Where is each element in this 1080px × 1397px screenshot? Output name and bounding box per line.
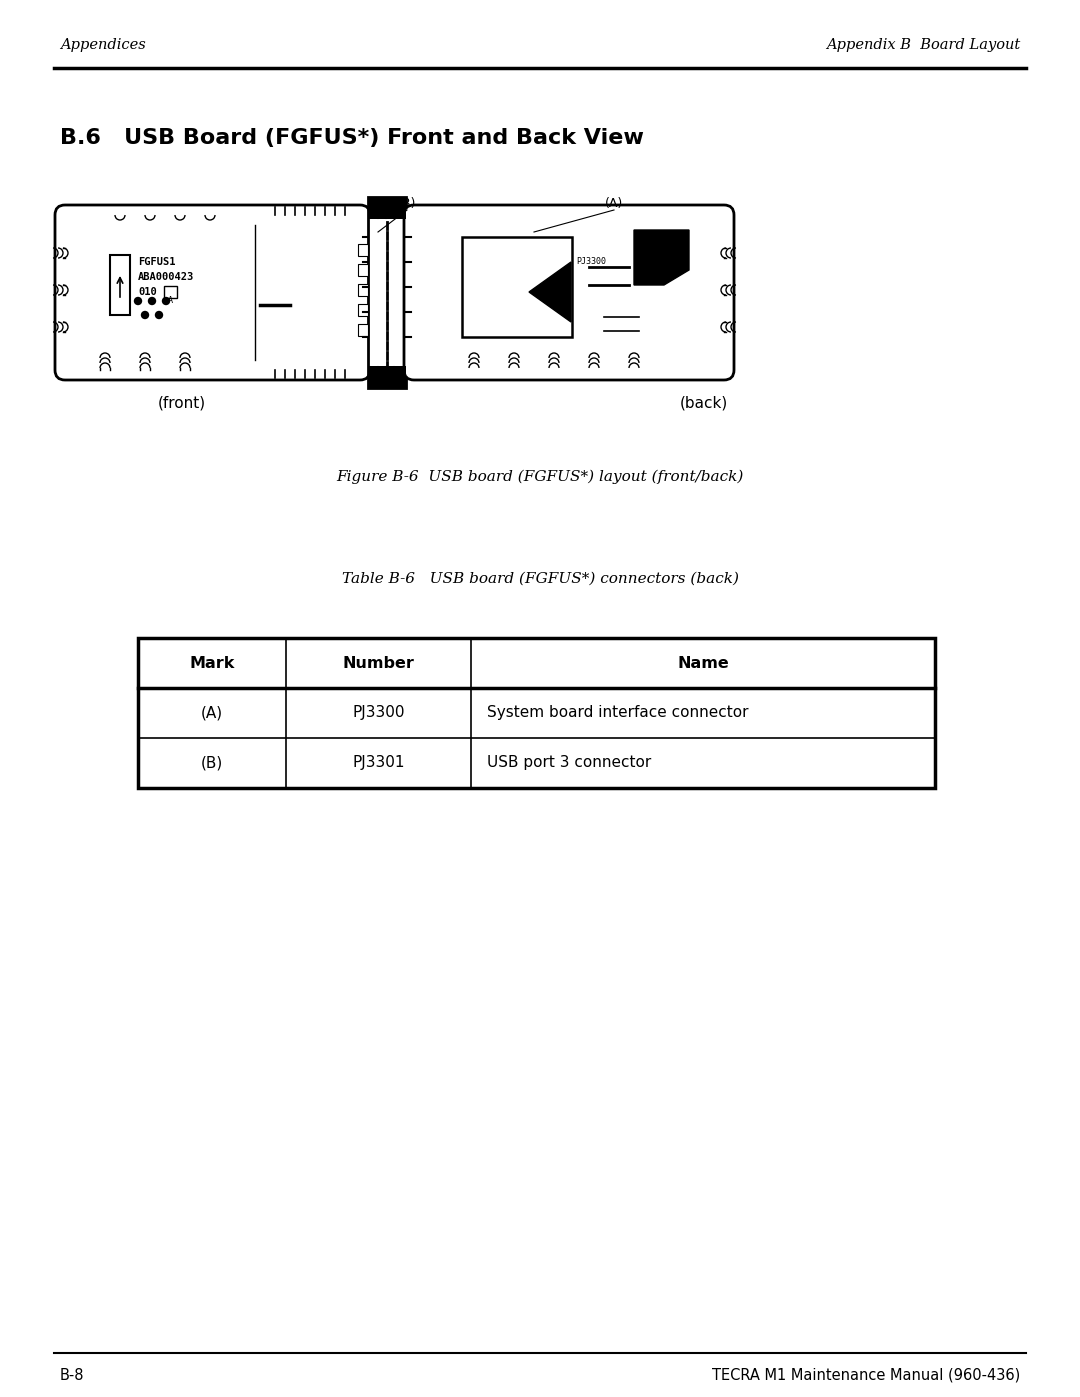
FancyBboxPatch shape <box>404 205 734 380</box>
Text: USB port 3 connector: USB port 3 connector <box>487 756 651 771</box>
Bar <box>357 244 368 256</box>
Text: TECRA M1 Maintenance Manual (960-436): TECRA M1 Maintenance Manual (960-436) <box>712 1368 1020 1383</box>
Text: ABA000423: ABA000423 <box>138 272 194 282</box>
Text: (front): (front) <box>158 395 206 409</box>
Bar <box>368 197 406 219</box>
Polygon shape <box>634 231 689 285</box>
Polygon shape <box>529 263 571 321</box>
Text: Number: Number <box>342 655 415 671</box>
Text: System board interface connector: System board interface connector <box>487 705 748 721</box>
Text: PJ3300: PJ3300 <box>352 705 405 721</box>
Bar <box>110 256 130 314</box>
Text: Name: Name <box>677 655 729 671</box>
Bar <box>357 284 368 296</box>
Text: (B): (B) <box>397 197 416 210</box>
FancyBboxPatch shape <box>55 205 370 380</box>
Text: (B): (B) <box>201 756 224 771</box>
Text: Appendices: Appendices <box>60 38 146 52</box>
Bar <box>368 366 406 388</box>
Text: PJ3300: PJ3300 <box>576 257 606 265</box>
Text: (back): (back) <box>680 395 728 409</box>
Text: Mark: Mark <box>189 655 234 671</box>
Bar <box>357 264 368 277</box>
Text: Figure B-6  USB board (FGFUS*) layout (front/back): Figure B-6 USB board (FGFUS*) layout (fr… <box>336 469 744 485</box>
Text: (A): (A) <box>605 197 623 210</box>
Text: A: A <box>167 296 173 305</box>
Circle shape <box>135 298 141 305</box>
Text: Appendix B  Board Layout: Appendix B Board Layout <box>826 38 1020 52</box>
Bar <box>138 638 935 788</box>
Text: (A): (A) <box>201 705 224 721</box>
Circle shape <box>141 312 149 319</box>
Circle shape <box>149 298 156 305</box>
Bar <box>462 237 572 337</box>
Bar <box>357 305 368 316</box>
Text: 010: 010 <box>138 286 157 298</box>
Bar <box>368 197 406 388</box>
Text: PJ3301: PJ3301 <box>352 756 405 771</box>
Bar <box>164 286 177 298</box>
Circle shape <box>156 312 162 319</box>
Text: FGFUS1: FGFUS1 <box>138 257 175 267</box>
Text: Table B-6   USB board (FGFUS*) connectors (back): Table B-6 USB board (FGFUS*) connectors … <box>341 571 739 585</box>
Bar <box>357 324 368 337</box>
Text: B.6   USB Board (FGFUS*) Front and Back View: B.6 USB Board (FGFUS*) Front and Back Vi… <box>60 129 644 148</box>
Text: B-8: B-8 <box>60 1368 84 1383</box>
Circle shape <box>162 298 170 305</box>
